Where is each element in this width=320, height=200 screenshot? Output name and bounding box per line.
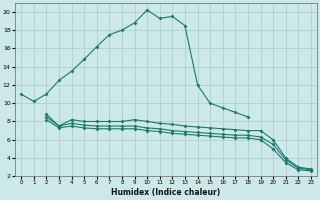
X-axis label: Humidex (Indice chaleur): Humidex (Indice chaleur): [111, 188, 221, 197]
